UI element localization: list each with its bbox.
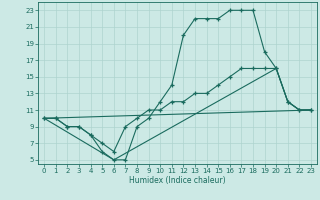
X-axis label: Humidex (Indice chaleur): Humidex (Indice chaleur) (129, 176, 226, 185)
